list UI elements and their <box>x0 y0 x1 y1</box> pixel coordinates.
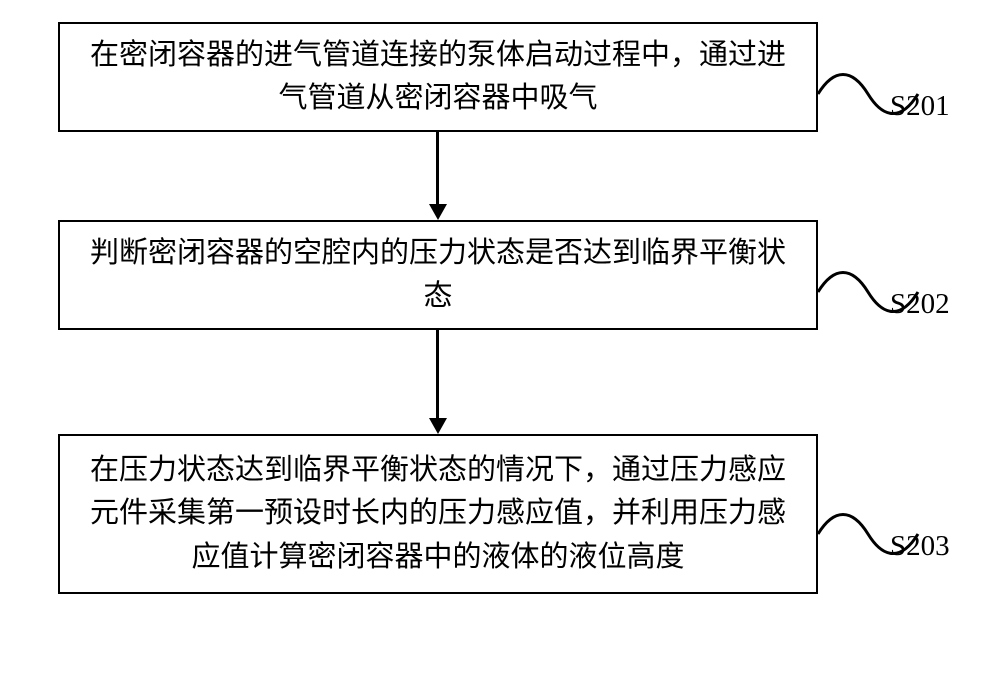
step-label-text: S202 <box>890 288 950 320</box>
flowchart-canvas: 在密闭容器的进气管道连接的泵体启动过程中，通过进气管道从密闭容器中吸气 S201… <box>0 0 1000 689</box>
step-label-s201: S201 <box>890 90 950 123</box>
connector-s202-s203 <box>436 330 439 418</box>
step-text: 在密闭容器的进气管道连接的泵体启动过程中，通过进气管道从密闭容器中吸气 <box>88 34 788 121</box>
step-text: 在压力状态达到临界平衡状态的情况下，通过压力感应元件采集第一预设时长内的压力感应… <box>88 449 788 580</box>
arrowhead-s202-s203 <box>429 418 447 434</box>
step-label-text: S201 <box>890 90 950 122</box>
step-box-s202: 判断密闭容器的空腔内的压力状态是否达到临界平衡状态 <box>58 220 818 330</box>
step-box-s201: 在密闭容器的进气管道连接的泵体启动过程中，通过进气管道从密闭容器中吸气 <box>58 22 818 132</box>
step-label-text: S203 <box>890 530 950 562</box>
arrowhead-s201-s202 <box>429 204 447 220</box>
step-box-s203: 在压力状态达到临界平衡状态的情况下，通过压力感应元件采集第一预设时长内的压力感应… <box>58 434 818 594</box>
step-label-s202: S202 <box>890 288 950 321</box>
connector-s201-s202 <box>436 132 439 204</box>
step-label-s203: S203 <box>890 530 950 563</box>
step-text: 判断密闭容器的空腔内的压力状态是否达到临界平衡状态 <box>88 232 788 319</box>
